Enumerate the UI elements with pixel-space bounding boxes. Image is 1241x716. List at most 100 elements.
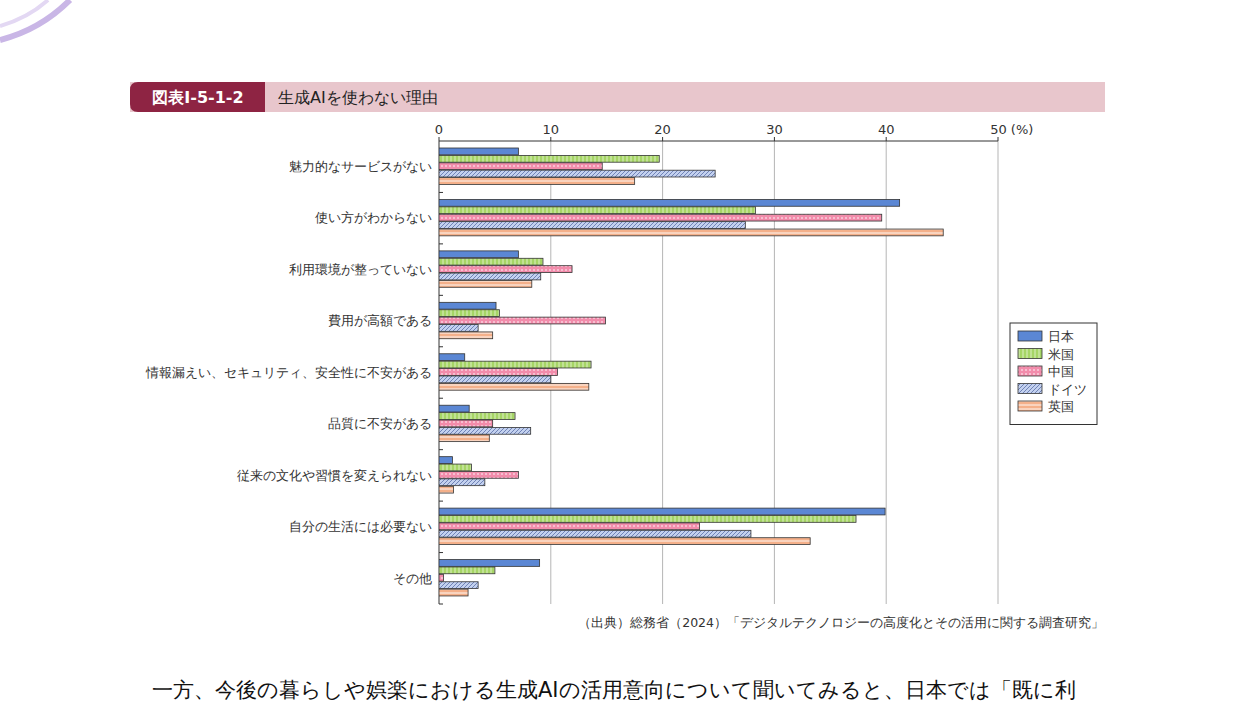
decoration (0, 0, 70, 40)
legend-label: 英国 (1048, 399, 1074, 414)
bar (439, 317, 606, 324)
bar (439, 229, 943, 236)
bars (439, 148, 943, 596)
category-tick (439, 346, 443, 347)
bar (439, 258, 543, 265)
axis-line (439, 141, 998, 142)
category-label: 利用環境が整っていない (289, 262, 432, 277)
grid-line (998, 141, 999, 604)
bar (439, 332, 493, 339)
bar (439, 530, 751, 537)
bar (439, 435, 489, 442)
tick-label: 50 (%) (990, 122, 1033, 137)
category-tick (439, 398, 443, 399)
legend-label: ドイツ (1048, 382, 1087, 397)
bar (439, 155, 659, 162)
bar (439, 273, 541, 280)
category-tick (439, 295, 443, 296)
bar (439, 266, 572, 273)
bar (439, 420, 493, 427)
bar (439, 369, 558, 376)
bar (439, 376, 551, 383)
bar (439, 214, 882, 221)
category-tick (439, 604, 443, 605)
header-band (130, 82, 1105, 112)
bar (439, 582, 478, 589)
bar (439, 486, 454, 493)
legend-label: 米国 (1048, 347, 1074, 362)
bar (439, 251, 518, 258)
category-label: 魅力的なサービスがない (289, 159, 432, 174)
bar (439, 163, 602, 170)
chart-title: 生成AIを使わない理由 (278, 88, 438, 107)
bar (439, 310, 499, 317)
bar (439, 471, 518, 478)
legend: 日本米国中国ドイツ英国 (1010, 323, 1097, 425)
category-label: 自分の生活には必要ない (289, 519, 432, 534)
bar (439, 302, 496, 309)
legend-label: 日本 (1048, 329, 1074, 344)
category-label: 従来の文化や習慣を変えられない (237, 468, 432, 483)
legend-swatch (1018, 401, 1042, 411)
bar (439, 222, 745, 229)
tick-label: 30 (766, 122, 783, 137)
category-tick (439, 243, 443, 244)
source-note: （出典）総務省（2024）「デジタルテクノロジーの高度化とその活用に関する調査研… (578, 615, 1104, 630)
grid (439, 137, 998, 604)
tick-mark (998, 137, 999, 141)
bar (439, 508, 885, 515)
category-label: 情報漏えい、セキュリティ、安全性に不安がある (145, 365, 432, 380)
decoration (0, 0, 48, 26)
bar (439, 574, 443, 581)
bar (439, 479, 485, 486)
category-label: 使い方がわからない (315, 210, 432, 225)
legend-label: 中国 (1048, 364, 1074, 379)
legend-swatch (1018, 366, 1042, 376)
bar (439, 361, 591, 368)
category-label: その他 (393, 571, 432, 586)
legend-swatch (1018, 349, 1042, 359)
bar (439, 354, 465, 361)
bar (439, 567, 495, 574)
bar (439, 178, 635, 185)
legend-box (1010, 323, 1097, 425)
bar (439, 148, 518, 155)
bar (439, 170, 715, 177)
category-label: 費用が高額である (328, 313, 432, 328)
bar (439, 199, 900, 206)
bar (439, 413, 515, 420)
category-tick (439, 501, 443, 502)
category-tick (439, 192, 443, 193)
tick-label: 10 (543, 122, 560, 137)
tick-mark (886, 137, 887, 141)
bar (439, 427, 531, 434)
tick-label: 20 (654, 122, 671, 137)
header-label-box (130, 82, 265, 112)
tick-label: 0 (435, 122, 443, 137)
bar (439, 464, 471, 471)
category-tick (439, 449, 443, 450)
grid-line (774, 141, 775, 604)
tick-mark (439, 137, 440, 141)
tick-mark (774, 137, 775, 141)
bar (439, 207, 755, 214)
body-text: 一方、今後の暮らしや娯楽における生成AIの活用意向について聞いてみると、日本では… (152, 678, 1076, 702)
tick-mark (550, 137, 551, 141)
tick-label: 40 (878, 122, 895, 137)
page: 図表Ⅰ-5-1-2 生成AIを使わない理由 0 10 20 30 40 50 (%) 魅力的なサ… (0, 0, 1241, 716)
tick-mark (662, 137, 663, 141)
bar (439, 523, 699, 530)
bar (439, 538, 810, 545)
bar (439, 516, 856, 523)
bar (439, 383, 589, 390)
bar (439, 560, 540, 567)
grid-line (886, 141, 887, 604)
bar (439, 589, 468, 596)
figure-number: 図表Ⅰ-5-1-2 (152, 88, 243, 107)
category-label: 品質に不安がある (328, 416, 432, 431)
bar (439, 280, 532, 287)
bar (439, 457, 452, 464)
bar (439, 325, 478, 332)
legend-swatch (1018, 384, 1042, 394)
category-tick (439, 552, 443, 553)
